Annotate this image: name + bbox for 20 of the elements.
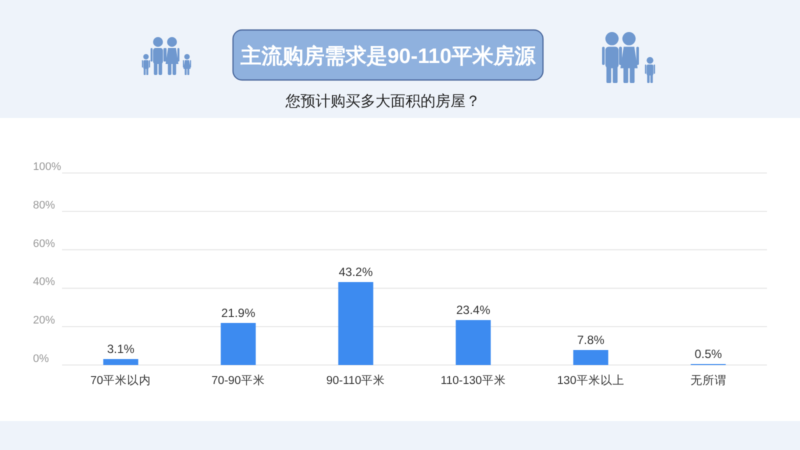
x-tick-label: 无所谓	[690, 374, 726, 387]
y-tick-label: 80%	[33, 199, 56, 212]
y-tick-label: 60%	[33, 238, 56, 250]
chart-subtitle: 您预计购买多大面积的房屋？	[284, 93, 480, 110]
x-tick-label: 70平米以内	[90, 374, 152, 387]
chart-title: 主流购房需求是90-110平米房源	[239, 44, 537, 68]
x-tick-label: 110-130平米	[440, 374, 506, 387]
y-tick-label: 100%	[33, 161, 62, 173]
data-label: 7.8%	[577, 333, 605, 348]
x-tick-label: 130平米以上	[557, 374, 624, 387]
x-tick-label: 70-90平米	[212, 374, 265, 387]
y-tick-label: 0%	[33, 353, 50, 365]
x-tick-label: 90-110平米	[326, 374, 386, 387]
data-label: 23.4%	[456, 303, 491, 318]
data-label: 43.2%	[338, 265, 374, 280]
y-tick-label: 40%	[33, 276, 56, 288]
data-label: 0.5%	[694, 347, 722, 362]
data-label: 3.1%	[107, 342, 135, 356]
y-tick-label: 20%	[33, 314, 56, 327]
data-label: 21.9%	[221, 306, 256, 320]
